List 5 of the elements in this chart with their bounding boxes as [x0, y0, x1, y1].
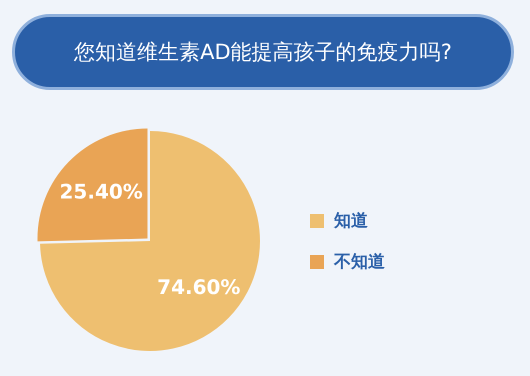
data-label: 74.60% [157, 274, 240, 299]
legend-label: 知道 [334, 210, 368, 232]
data-label: 25.40% [60, 180, 143, 204]
chart-title: 您知道维生素AD能提高孩子的免疫力吗? [74, 39, 452, 66]
legend-label: 不知道 [334, 251, 385, 273]
